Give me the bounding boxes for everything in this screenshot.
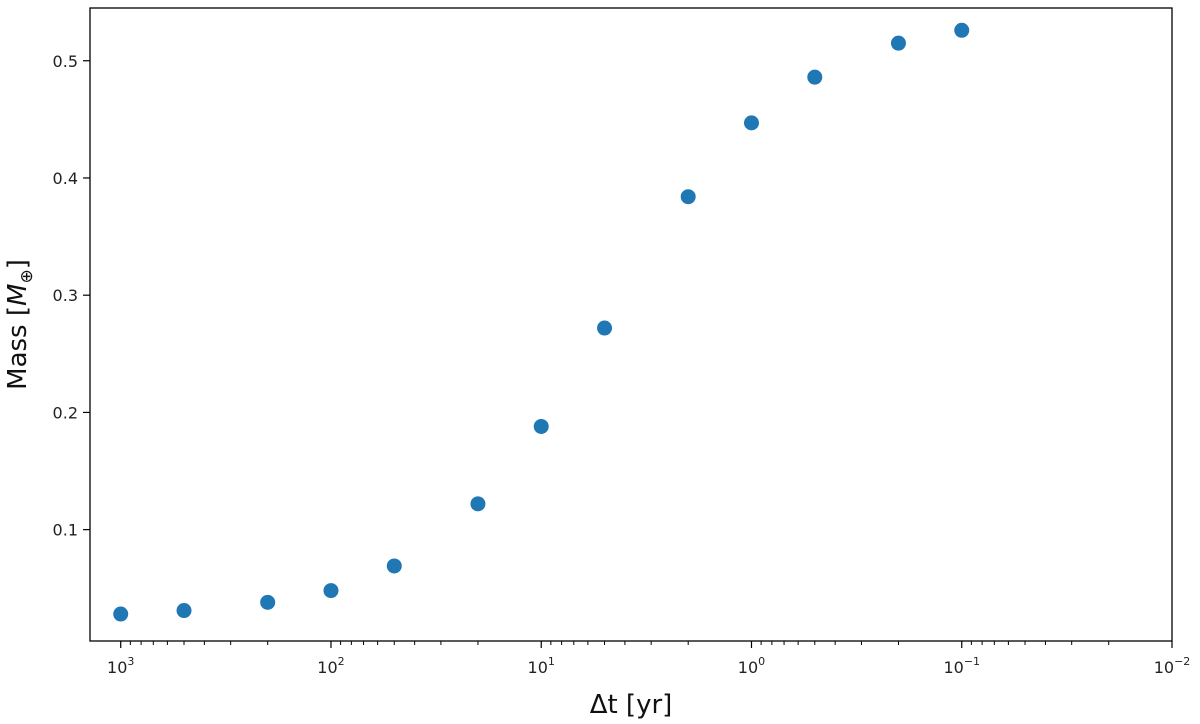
y-axis-title: Mass [M⊕] (3, 259, 37, 390)
y-tick-label: 0.5 (53, 52, 78, 71)
data-point (176, 603, 192, 619)
x-tick-label-base: 10 (528, 658, 548, 677)
y-tick-label: 0.3 (53, 286, 78, 305)
data-point (954, 22, 970, 38)
y-tick-label: 0.1 (53, 521, 78, 540)
data-point (807, 69, 823, 85)
x-tick-label-exponent: 1 (548, 655, 555, 668)
x-tick-label: 100 (738, 655, 765, 677)
x-tick-label: 10−2 (1154, 655, 1191, 677)
data-point (890, 35, 906, 51)
data-point (533, 418, 549, 434)
x-tick-label: 10−1 (943, 655, 980, 677)
x-tick-label-base: 10 (317, 658, 337, 677)
y-axis-title-main: Mass [ (3, 306, 33, 390)
data-point (260, 594, 276, 610)
data-point (743, 115, 759, 131)
x-tick-label: 103 (107, 655, 134, 677)
x-tick-label-exponent: 0 (758, 655, 765, 668)
data-point (470, 496, 486, 512)
data-point (680, 189, 696, 205)
data-point (386, 558, 402, 574)
x-tick-label-exponent: 2 (338, 655, 345, 668)
x-tick-label-exponent: −1 (964, 655, 980, 668)
x-tick-label-exponent: −2 (1174, 655, 1190, 668)
x-tick-label-base: 10 (107, 658, 127, 677)
x-tick-label-base: 10 (738, 658, 758, 677)
data-point (323, 583, 339, 599)
plot-area-frame (89, 7, 1173, 642)
x-axis-title: Δt [yr] (590, 690, 673, 720)
y-axis-title-subscript: ⊕ (17, 269, 37, 283)
x-tick-label-base: 10 (1154, 658, 1174, 677)
data-point (113, 606, 129, 622)
x-tick-label: 102 (317, 655, 344, 677)
x-tick-label: 101 (528, 655, 555, 677)
ticks-layer: 103 102 101 100 10−1 10−20.10.20.30.40.5 (53, 52, 1191, 677)
data-points (113, 22, 970, 622)
y-tick-label: 0.2 (53, 403, 78, 422)
y-tick-label: 0.4 (53, 169, 78, 188)
x-tick-label-base: 10 (943, 658, 963, 677)
y-axis-title-close: ] (3, 259, 33, 269)
y-axis-title-symbol: M (3, 284, 33, 306)
x-tick-label-exponent: 3 (127, 655, 134, 668)
data-point (597, 320, 613, 336)
